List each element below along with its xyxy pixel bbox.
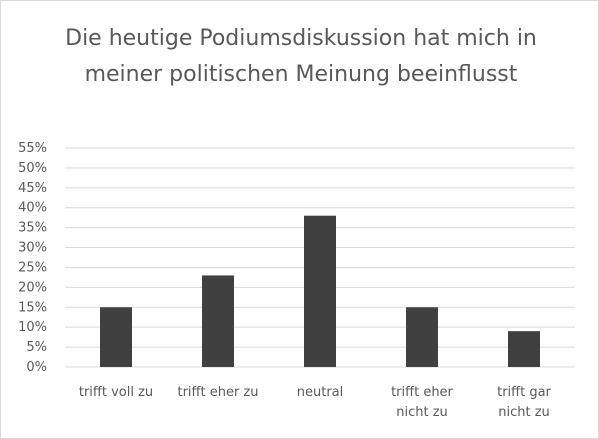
y-tick-label: 50%: [18, 161, 47, 176]
y-tick-label: 0%: [26, 360, 47, 375]
bar: [304, 215, 336, 367]
y-tick-label: 55%: [18, 141, 47, 156]
x-category-label: trifft eher: [391, 385, 453, 400]
y-tick-label: 20%: [18, 280, 47, 295]
x-category-label: nicht zu: [498, 405, 550, 420]
y-tick-label: 5%: [26, 340, 47, 355]
bar: [100, 307, 132, 367]
bars: [100, 215, 540, 367]
x-category-label: trifft gar: [497, 385, 551, 400]
y-tick-label: 10%: [18, 320, 47, 335]
x-category-label: trifft eher zu: [177, 385, 258, 400]
bar: [202, 275, 234, 367]
y-tick-label: 30%: [18, 241, 47, 256]
y-tick-label: 15%: [18, 300, 47, 315]
chart-title: Die heutige Podiumsdiskussion hat mich i…: [65, 26, 537, 87]
bar: [406, 307, 438, 367]
y-tick-label: 40%: [18, 201, 47, 216]
y-tick-label: 35%: [18, 221, 47, 236]
y-tick-label: 25%: [18, 260, 47, 275]
y-axis-ticks: 0% 5% 10% 15% 20% 25% 30% 35% 40% 45% 50% 55%: [18, 141, 47, 375]
x-axis-labels: trifft voll zu trifft eher zu neutral triff…: [79, 385, 552, 420]
bar: [508, 331, 540, 367]
y-tick-label: 45%: [18, 181, 47, 196]
x-category-label: nicht zu: [396, 405, 448, 420]
x-category-label: trifft voll zu: [79, 385, 153, 400]
x-category-label: neutral: [297, 385, 344, 400]
